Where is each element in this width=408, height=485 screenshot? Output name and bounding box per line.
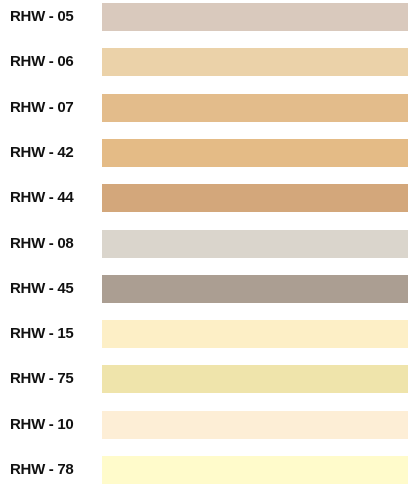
swatch-row: RHW - 44: [0, 183, 408, 213]
swatch-label: RHW - 08: [10, 234, 74, 252]
swatch-row: RHW - 06: [0, 47, 408, 77]
color-swatch: [102, 93, 408, 122]
swatch-label: RHW - 45: [10, 279, 74, 297]
swatch-row: RHW - 07: [0, 93, 408, 123]
swatch-row: RHW - 45: [0, 274, 408, 304]
swatch-row: RHW - 42: [0, 138, 408, 168]
swatch-label: RHW - 75: [10, 370, 74, 388]
swatch-row: RHW - 15: [0, 319, 408, 349]
swatch-row: RHW - 08: [0, 229, 408, 259]
swatch-row: RHW - 05: [0, 2, 408, 32]
swatch-label: RHW - 78: [10, 461, 74, 478]
color-swatch: [102, 184, 408, 213]
swatch-label: RHW - 06: [10, 53, 74, 71]
swatch-label: RHW - 44: [10, 189, 74, 207]
color-swatch: [102, 410, 408, 439]
swatch-row: RHW - 78: [0, 455, 408, 485]
color-swatch: [102, 48, 408, 77]
swatch-row: RHW - 10: [0, 410, 408, 440]
color-swatch: [102, 456, 408, 484]
color-swatch: [102, 274, 408, 303]
swatch-label: RHW - 05: [10, 8, 74, 25]
swatch-label: RHW - 07: [10, 98, 74, 116]
color-swatch: [102, 365, 408, 394]
swatch-row: RHW - 75: [0, 364, 408, 394]
color-swatch: [102, 229, 408, 258]
swatch-label: RHW - 42: [10, 143, 74, 161]
swatch-label: RHW - 15: [10, 325, 74, 343]
color-swatch: [102, 3, 408, 31]
swatch-label: RHW - 10: [10, 415, 74, 433]
color-swatch: [102, 138, 408, 167]
color-swatch: [102, 320, 408, 349]
